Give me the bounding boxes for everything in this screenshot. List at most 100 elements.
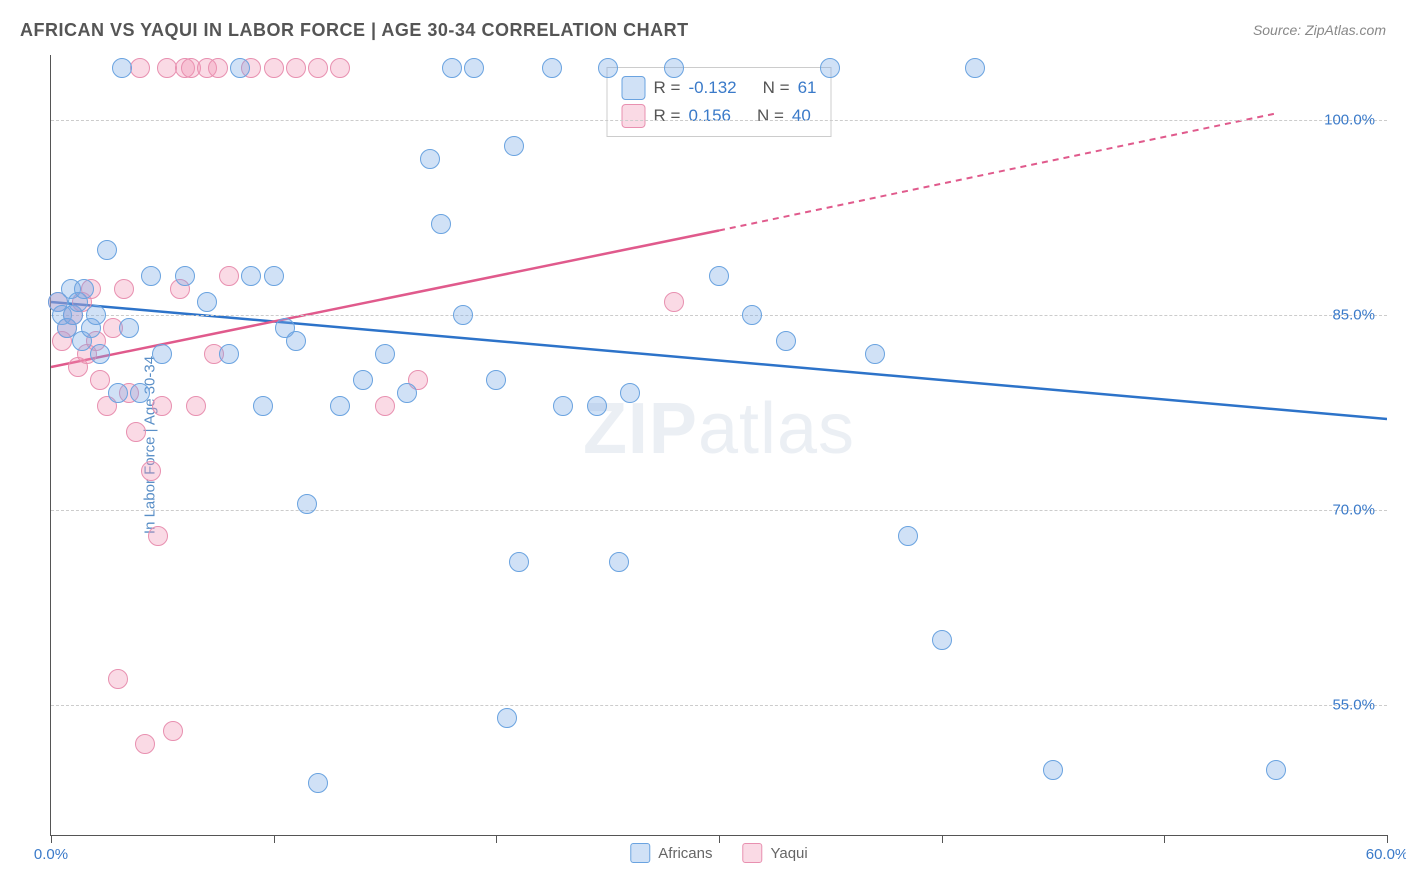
africans-point	[375, 344, 395, 364]
africans-point	[152, 344, 172, 364]
n-label: N =	[763, 78, 790, 98]
x-tick-mark	[719, 835, 720, 843]
africans-point	[420, 149, 440, 169]
africans-point	[1266, 760, 1286, 780]
africans-point	[664, 58, 684, 78]
x-tick-mark	[1387, 835, 1388, 843]
africans-point	[353, 370, 373, 390]
legend-item-yaqui: Yaqui	[742, 843, 807, 863]
africans-point	[264, 266, 284, 286]
yaqui-point	[108, 669, 128, 689]
africans-point	[442, 58, 462, 78]
y-tick-label: 70.0%	[1332, 502, 1375, 519]
yaqui-swatch-icon	[622, 104, 646, 128]
africans-point	[865, 344, 885, 364]
africans-point	[542, 58, 562, 78]
africans-point	[965, 58, 985, 78]
r-value: -0.132	[688, 78, 736, 98]
n-label: N =	[757, 106, 784, 126]
yaqui-point	[130, 58, 150, 78]
x-tick-label: 0.0%	[34, 846, 68, 863]
yaqui-point	[308, 58, 328, 78]
africans-point	[241, 266, 261, 286]
africans-point	[553, 396, 573, 416]
stats-row-yaqui: R = 0.156 N = 40	[622, 102, 817, 130]
africans-point	[97, 240, 117, 260]
africans-point	[486, 370, 506, 390]
x-tick-label: 60.0%	[1366, 846, 1406, 863]
africans-point	[230, 58, 250, 78]
gridline	[51, 120, 1387, 121]
africans-point	[397, 383, 417, 403]
africans-point	[742, 305, 762, 325]
africans-point	[1043, 760, 1063, 780]
source-label: Source: ZipAtlas.com	[1253, 22, 1386, 38]
africans-point	[464, 58, 484, 78]
y-tick-label: 55.0%	[1332, 697, 1375, 714]
yaqui-point	[163, 721, 183, 741]
africans-point	[932, 630, 952, 650]
africans-point	[297, 494, 317, 514]
africans-point	[130, 383, 150, 403]
africans-point	[431, 214, 451, 234]
africans-point	[776, 331, 796, 351]
africans-point	[497, 708, 517, 728]
yaqui-point	[219, 266, 239, 286]
africans-point	[286, 331, 306, 351]
r-value: 0.156	[688, 106, 731, 126]
africans-point	[175, 266, 195, 286]
africans-point	[820, 58, 840, 78]
legend-label: Yaqui	[770, 845, 807, 862]
n-value: 40	[792, 106, 811, 126]
africans-point	[308, 773, 328, 793]
legend-item-africans: Africans	[630, 843, 712, 863]
africans-point	[108, 383, 128, 403]
yaqui-point	[152, 396, 172, 416]
africans-swatch-icon	[622, 76, 646, 100]
africans-point	[504, 136, 524, 156]
yaqui-point	[208, 58, 228, 78]
yaqui-point	[90, 370, 110, 390]
gridline	[51, 510, 1387, 511]
chart-container: AFRICAN VS YAQUI IN LABOR FORCE | AGE 30…	[0, 0, 1406, 892]
africans-point	[74, 279, 94, 299]
yaqui-point	[664, 292, 684, 312]
africans-point	[112, 58, 132, 78]
gridline	[51, 315, 1387, 316]
x-tick-mark	[496, 835, 497, 843]
africans-point	[587, 396, 607, 416]
africans-point	[609, 552, 629, 572]
africans-trend-line	[51, 302, 1387, 419]
trend-lines-svg	[51, 55, 1387, 835]
legend-label: Africans	[658, 845, 712, 862]
africans-point	[509, 552, 529, 572]
africans-point	[598, 58, 618, 78]
x-tick-mark	[274, 835, 275, 843]
africans-point	[620, 383, 640, 403]
yaqui-swatch-icon	[742, 843, 762, 863]
yaqui-point	[141, 461, 161, 481]
yaqui-point	[264, 58, 284, 78]
yaqui-point	[126, 422, 146, 442]
r-label: R =	[654, 78, 681, 98]
n-value: 61	[798, 78, 817, 98]
watermark-rest: atlas	[698, 389, 855, 469]
yaqui-point	[330, 58, 350, 78]
africans-point	[119, 318, 139, 338]
africans-swatch-icon	[630, 843, 650, 863]
africans-point	[90, 344, 110, 364]
x-tick-mark	[1164, 835, 1165, 843]
yaqui-point	[375, 396, 395, 416]
x-tick-mark	[942, 835, 943, 843]
gridline	[51, 705, 1387, 706]
stats-legend: R = -0.132 N = 61 R = 0.156 N = 40	[607, 67, 832, 137]
africans-point	[219, 344, 239, 364]
africans-point	[898, 526, 918, 546]
africans-point	[141, 266, 161, 286]
stats-row-africans: R = -0.132 N = 61	[622, 74, 817, 102]
r-label: R =	[654, 106, 681, 126]
y-axis-label: In Labor Force | Age 30-34	[142, 356, 159, 534]
africans-point	[709, 266, 729, 286]
series-legend: Africans Yaqui	[630, 843, 807, 863]
yaqui-point	[186, 396, 206, 416]
